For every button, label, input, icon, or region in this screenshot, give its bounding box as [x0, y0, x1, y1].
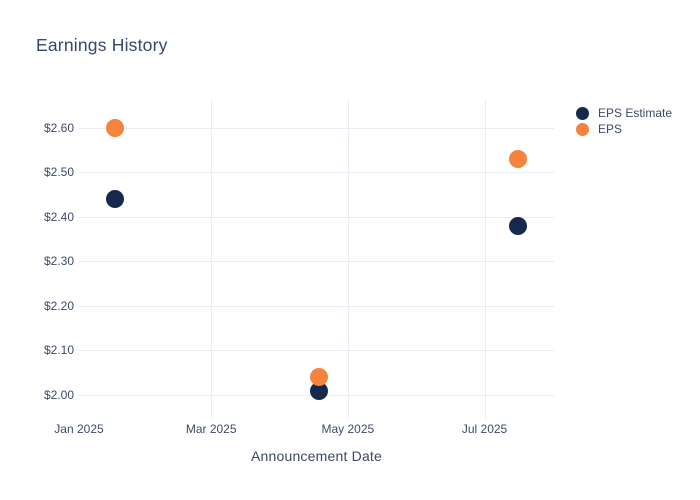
gridline-x-Mar 2025	[211, 99, 213, 418]
y-tick-label: $2.20	[43, 298, 74, 313]
x-axis-title: Announcement Date	[250, 448, 383, 464]
y-tick-label: $2.40	[43, 209, 74, 224]
chart-title: Earnings History	[36, 35, 168, 55]
legend-marker-icon	[576, 106, 589, 120]
gridline-y-$2.50	[79, 172, 554, 174]
gridline-y-$2.20	[79, 305, 554, 307]
x-tick-label: Mar 2025	[185, 422, 237, 436]
scatter-point-eps-estimate-2025-01-17[interactable]	[105, 190, 124, 209]
y-tick-label: $2.60	[43, 120, 74, 135]
y-tick-label: $2.30	[43, 254, 74, 269]
x-tick-mark	[211, 415, 213, 419]
legend-marker-icon	[576, 122, 589, 136]
gridline-x-Jul 2025	[484, 99, 486, 418]
x-tick-label: May 2025	[321, 422, 375, 436]
y-tick-label: $2.50	[43, 165, 74, 180]
legend-item-eps-estimate[interactable]: EPS Estimate	[576, 105, 672, 121]
scatter-point-eps-2025-01-17[interactable]	[105, 118, 124, 137]
gridline-x-May 2025	[347, 99, 349, 418]
y-tick-label: $2.00	[43, 387, 74, 402]
gridline-y-$2.40	[79, 216, 554, 218]
x-tick-mark	[484, 415, 486, 419]
x-tick-label: Jul 2025	[461, 422, 508, 436]
y-tick-label: $2.10	[43, 343, 74, 358]
legend: EPS Estimate EPS	[576, 105, 672, 137]
legend-item-eps[interactable]: EPS	[576, 121, 672, 137]
scatter-point-eps-2025-07-16[interactable]	[509, 150, 528, 169]
x-tick-mark	[347, 415, 349, 419]
scatter-point-eps-estimate-2025-07-16[interactable]	[509, 216, 528, 235]
legend-item-label: EPS Estimate	[598, 106, 673, 120]
gridline-y-$2.60	[79, 127, 554, 129]
gridline-y-$2.30	[79, 261, 554, 263]
gridline-y-$2.10	[79, 350, 554, 352]
scatter-point-eps-estimate-2025-04-18[interactable]	[309, 381, 328, 400]
x-tick-label: Jan 2025	[54, 422, 104, 436]
scatter-point-eps-2025-04-18[interactable]	[309, 368, 328, 387]
legend-item-label: EPS	[598, 122, 623, 136]
